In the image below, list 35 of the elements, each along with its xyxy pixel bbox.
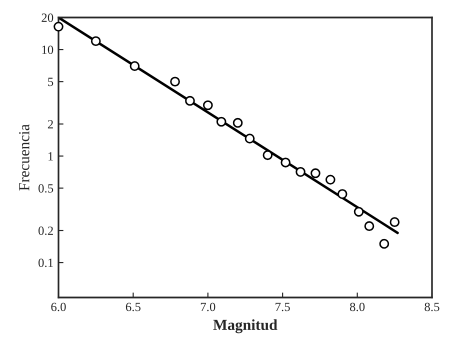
point (185, 96, 195, 106)
point (216, 116, 226, 127)
x-tick-label: 6.5 (126, 302, 141, 312)
y-tick-label: 0.2 (38, 226, 53, 236)
point (90, 36, 101, 46)
point (262, 150, 273, 160)
point (202, 100, 213, 110)
point (280, 158, 291, 168)
point (379, 238, 390, 249)
x-tick-label: 7.0 (200, 302, 216, 312)
point (354, 206, 364, 217)
point (364, 221, 374, 232)
x-tick-label: 8.0 (350, 302, 365, 312)
y-tick-label: 1 (48, 152, 53, 160)
point (296, 166, 306, 177)
y-tick-label: 2 (48, 120, 53, 128)
point (337, 189, 348, 199)
point (232, 118, 243, 128)
point (390, 217, 400, 228)
y-tick-label: 0.5 (38, 184, 54, 193)
x-tick-label: 7.5 (276, 302, 290, 312)
x-tick-label: 8.5 (424, 302, 440, 312)
y-axis-title: Frecuencia (19, 124, 30, 191)
point (325, 174, 336, 185)
y-tick-label: 0.1 (38, 258, 53, 268)
point (130, 61, 140, 71)
point (54, 22, 64, 32)
x-tick-label: 6.0 (51, 302, 66, 312)
point (244, 134, 255, 144)
y-tick-label: 5 (48, 78, 54, 86)
point (310, 168, 320, 178)
y-tick-label: 10 (42, 46, 54, 54)
x-axis-title: Magnitud (213, 319, 278, 334)
y-tick-label: 20 (42, 14, 54, 22)
point (170, 76, 180, 87)
